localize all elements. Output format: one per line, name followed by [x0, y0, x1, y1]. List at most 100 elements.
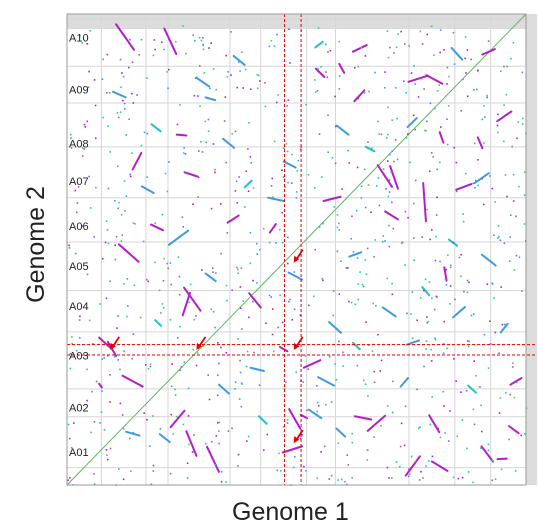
scatter-dot: [520, 434, 522, 437]
scatter-dot: [351, 477, 353, 479]
scatter-dot: [127, 305, 129, 307]
scatter-dot: [188, 443, 190, 446]
scatter-dot: [262, 449, 265, 451]
scatter-dot: [425, 348, 428, 350]
scatter-dot: [357, 298, 360, 301]
scatter-dot: [436, 296, 438, 298]
scatter-dot: [463, 290, 465, 293]
scatter-dot: [391, 477, 393, 479]
scatter-dot: [131, 357, 134, 360]
scatter-dot: [491, 459, 493, 462]
syntenic-blocks-blue-segment-12: [232, 54, 246, 66]
scatter-dot: [215, 272, 217, 274]
scatter-dot: [414, 128, 417, 131]
scatter-dot: [217, 421, 219, 424]
y-tick-label-A08: A08: [69, 139, 89, 151]
scatter-dot: [511, 145, 513, 148]
scatter-dot: [276, 469, 279, 472]
scatter-dot: [172, 433, 175, 435]
scatter-dot: [329, 49, 332, 52]
scatter-dot: [249, 88, 252, 91]
scatter-dot: [433, 54, 435, 56]
scatter-dot: [93, 236, 96, 238]
scatter-dot: [505, 93, 508, 96]
scatter-dot: [68, 244, 70, 247]
syntenic-blocks-blue-segment-17: [348, 251, 363, 258]
scatter-dot: [403, 444, 406, 447]
scatter-dot: [434, 338, 437, 341]
scatter-dot: [282, 147, 285, 150]
scatter-dot: [409, 161, 411, 164]
scatter-dot: [420, 470, 422, 473]
scatter-dot: [300, 146, 303, 148]
scatter-dot: [318, 226, 321, 229]
syntenic-blocks-cyan-segment-3: [351, 341, 361, 351]
scatter-dot: [323, 445, 326, 448]
scatter-dot: [237, 465, 239, 467]
scatter-dot: [286, 105, 288, 107]
scatter-dot: [183, 147, 185, 149]
syntenic-blocks-magenta-segment-10: [121, 374, 144, 388]
scatter-dot: [68, 437, 71, 440]
scatter-dot: [198, 150, 200, 152]
scatter-dot: [117, 315, 119, 317]
scatter-dot: [88, 70, 90, 73]
y-tick-labels: A01 A02 A03 A04 A05 A06 A07 A08 A09 A10: [69, 33, 89, 459]
scatter-dot: [328, 478, 331, 480]
scatter-dot: [327, 51, 329, 53]
scatter-dot: [278, 452, 280, 455]
syntenic-blocks-cyan-segment-0: [243, 179, 253, 189]
scatter-dot: [474, 142, 476, 145]
scatter-dot: [389, 46, 391, 49]
scatter-dot: [255, 282, 258, 284]
syntenic-blocks-blue-segment-9: [480, 253, 497, 267]
scatter-dot: [360, 197, 363, 199]
scatter-dot: [413, 237, 415, 239]
scatter-dot: [147, 367, 150, 370]
scatter-dot: [140, 144, 143, 147]
syntenic-blocks-blue-segment-24: [381, 306, 397, 318]
scatter-dot: [171, 363, 173, 365]
scatter-dot: [226, 299, 228, 302]
scatter-dot: [226, 232, 229, 234]
scatter-dot: [120, 213, 123, 216]
scatter-dot: [126, 278, 129, 280]
scatter-dot: [338, 340, 340, 343]
scatter-dot: [394, 139, 397, 141]
scatter-dot: [521, 290, 523, 292]
scatter-dot: [74, 252, 77, 255]
scatter-dot: [280, 470, 282, 472]
scatter-dot: [472, 182, 475, 185]
scatter-dot: [457, 477, 460, 480]
syntenic-blocks-magenta-segment-49: [226, 214, 240, 224]
scatter-dot: [256, 73, 259, 76]
scatter-dot: [195, 364, 198, 367]
scatter-dot: [184, 153, 187, 155]
scatter-dot: [442, 342, 445, 345]
scatter-dot: [509, 214, 512, 217]
scatter-dot: [218, 442, 220, 445]
scatter-dot: [333, 206, 335, 208]
scatter-dot: [400, 242, 403, 244]
scatter-dot: [186, 477, 189, 479]
scatter-dot: [374, 71, 376, 74]
arrow-head: [110, 342, 116, 350]
scatter-dot: [258, 384, 261, 386]
scatter-dot: [391, 411, 394, 414]
scatter-dot: [105, 297, 108, 300]
scatter-dot: [523, 194, 526, 196]
scatter-dot: [277, 94, 279, 96]
syntenic-blocks-magenta-segment-3: [117, 243, 140, 263]
scatter-dot: [466, 340, 469, 342]
syntenic-blocks-cyan-segment-4: [154, 319, 163, 327]
scatter-dot: [117, 359, 120, 361]
scatter-dot: [439, 29, 442, 31]
scatter-dot: [317, 68, 319, 70]
scatter-dot: [286, 422, 289, 424]
scatter-dot: [174, 394, 177, 396]
scatter-dot: [69, 352, 72, 355]
scatter-dot: [394, 87, 397, 89]
scatter-dot: [413, 65, 415, 67]
scatter-dot: [316, 477, 319, 479]
scatter-dot: [147, 280, 150, 283]
